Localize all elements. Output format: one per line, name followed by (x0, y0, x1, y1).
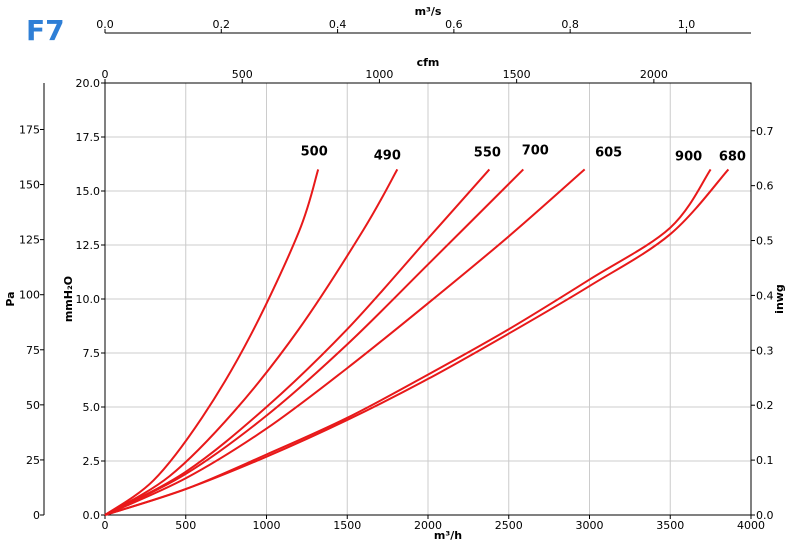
pa-tick-label: 75 (26, 344, 40, 357)
inwg-tick-label: 0.7 (756, 125, 774, 138)
series-label-490: 490 (374, 148, 401, 163)
pa-tick-label: 0 (33, 509, 40, 522)
y-tick-label: 7.5 (83, 347, 101, 360)
y-tick-label: 20.0 (76, 77, 101, 90)
y-tick-label: 10.0 (76, 293, 101, 306)
cfm-axis-label: cfm (417, 56, 440, 69)
inwg-tick-label: 0.4 (756, 289, 774, 302)
x-tick-label: 4000 (737, 519, 765, 532)
cfm-tick-label: 1500 (503, 68, 531, 81)
inwg-axis-label: inwg (773, 284, 786, 314)
curves (104, 168, 730, 516)
curve-605 (104, 168, 586, 516)
m3s-tick-label: 0.0 (96, 18, 114, 31)
y-tick-label: 17.5 (76, 131, 101, 144)
curve-500 (104, 169, 320, 516)
m3s-tick-label: 0.6 (445, 18, 463, 31)
cfm-tick-label: 500 (232, 68, 253, 81)
y-tick-label: 15.0 (76, 185, 101, 198)
inwg-tick-label: 0.5 (756, 235, 774, 248)
x-tick-label: 2500 (495, 519, 523, 532)
m3s-tick-label: 0.2 (213, 18, 231, 31)
inwg-tick-label: 0.6 (756, 180, 774, 193)
x-tick-label: 1000 (253, 519, 281, 532)
y-tick-label: 12.5 (76, 239, 101, 252)
x-tick-label: 500 (175, 519, 196, 532)
pa-tick-label: 25 (26, 454, 40, 467)
m3s-tick-label: 0.8 (561, 18, 579, 31)
m3s-axis-label: m³/s (415, 5, 442, 18)
series-label-680: 680 (719, 149, 746, 164)
series-label-500: 500 (301, 144, 328, 159)
series-label-900: 900 (675, 149, 702, 164)
y-tick-label: 5.0 (83, 401, 101, 414)
inwg-tick-label: 0.1 (756, 454, 774, 467)
series-label-700: 700 (522, 143, 549, 158)
curve-700 (104, 168, 524, 516)
curve-490 (104, 168, 399, 516)
x-tick-label: 2000 (414, 519, 442, 532)
pa-tick-label: 175 (19, 123, 40, 136)
axes: 0 500 1000 1500 2000 2500 3000 3500 4000m³/h0.02… (4, 5, 786, 542)
cfm-tick-label: 0 (102, 68, 109, 81)
pa-axis-label: Pa (4, 291, 17, 306)
y-tick-label: 2.5 (83, 455, 101, 468)
inwg-tick-label: 0.2 (756, 399, 774, 412)
y-axis-label: mmH₂O (62, 276, 75, 322)
cfm-tick-label: 2000 (640, 68, 668, 81)
pa-tick-label: 50 (26, 399, 40, 412)
x-axis-label: m³/h (434, 529, 462, 542)
product-code-label: F7 (26, 14, 65, 47)
inwg-tick-label: 0.0 (756, 509, 774, 522)
pa-tick-label: 125 (19, 234, 40, 247)
inwg-tick-label: 0.3 (756, 344, 774, 357)
series-label-605: 605 (595, 145, 622, 160)
pa-tick-label: 100 (19, 289, 40, 302)
x-tick-label: 3500 (656, 519, 684, 532)
curve-550 (104, 168, 491, 516)
cfm-tick-label: 1000 (365, 68, 393, 81)
m3s-tick-label: 0.4 (329, 18, 347, 31)
series-labels: 500 490 550 700 605 900 680 (301, 143, 746, 164)
m3s-tick-label: 1.0 (678, 18, 696, 31)
curve-680 (104, 168, 730, 516)
curve-900 (104, 168, 712, 516)
x-tick-label: 1500 (333, 519, 361, 532)
x-tick-label: 3000 (576, 519, 604, 532)
grid (105, 83, 751, 515)
x-tick-label: 0 (102, 519, 109, 532)
pa-tick-label: 150 (19, 179, 40, 192)
series-label-550: 550 (474, 145, 501, 160)
y-tick-label: 0.0 (83, 509, 101, 522)
